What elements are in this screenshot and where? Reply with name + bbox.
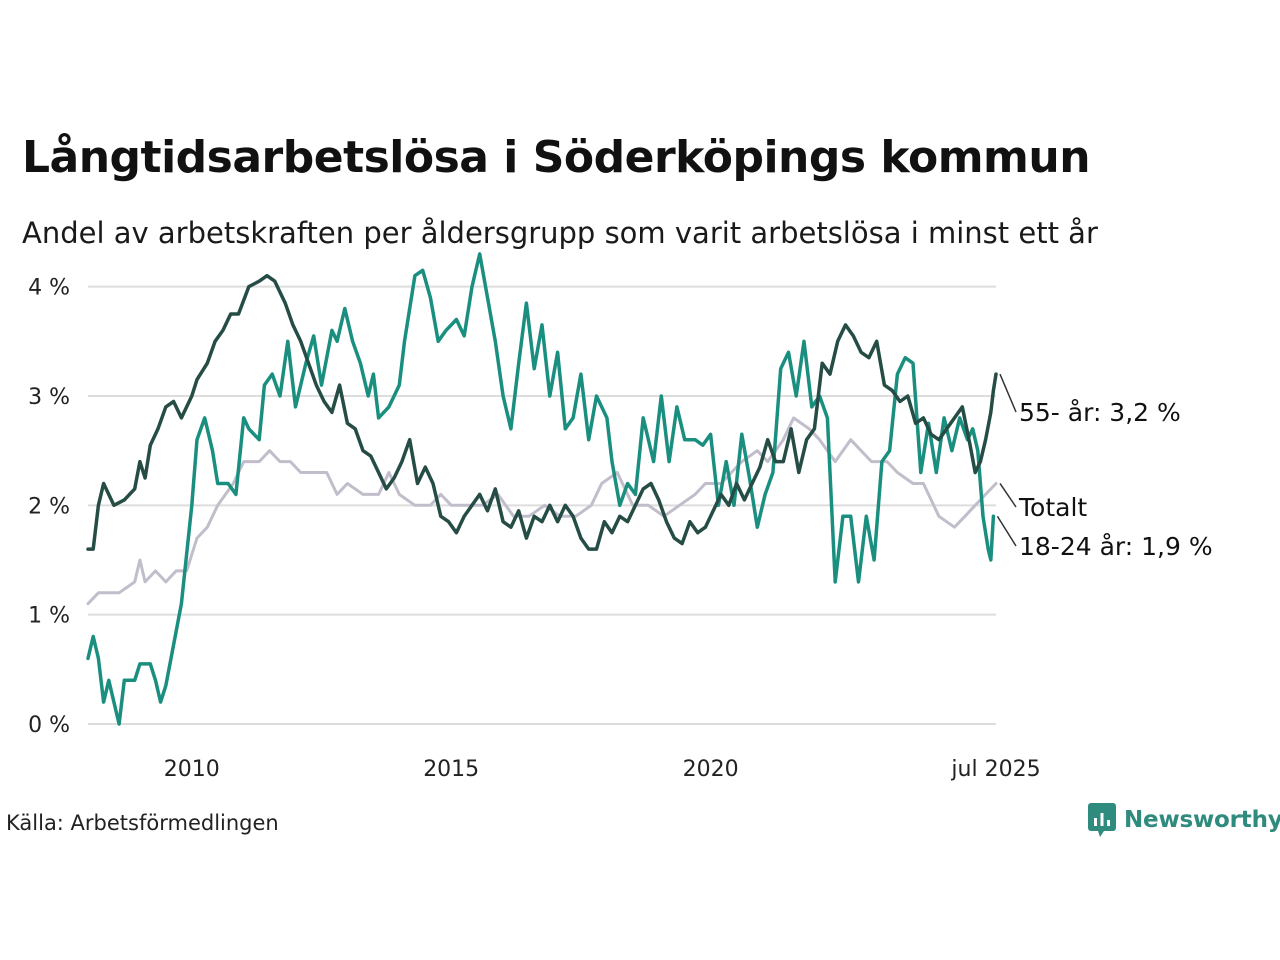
leader-line-s1824 [996, 515, 1017, 547]
chart-title: Långtidsarbetslösa i Söderköpings kommun [22, 132, 1091, 183]
y-tick-label: 1 % [28, 604, 70, 629]
series-end-label-total: Totalt [1018, 493, 1087, 522]
series-line-s55 [86, 273, 998, 551]
x-tick-label: 2020 [683, 757, 739, 782]
series-lines [86, 252, 998, 726]
y-tick-label: 0 % [28, 713, 70, 738]
y-tick-label: 2 % [28, 494, 70, 519]
series-end-label-s1824: 18-24 år: 1,9 % [1019, 532, 1213, 561]
x-tick-label: 2010 [164, 757, 220, 782]
newsworthy-logo: Newsworthy [1088, 803, 1280, 837]
newsworthy-logo-icon [1088, 803, 1116, 837]
y-axis: 0 % 1 % 2 % 3 % 4 % [28, 276, 70, 738]
y-tick-label: 4 % [28, 276, 70, 301]
logo-text: Newsworthy [1124, 807, 1280, 833]
x-axis: 2010 2015 2020 jul 2025 [164, 757, 1041, 782]
series-end-label-s55: 55- år: 3,2 % [1019, 398, 1181, 427]
x-tick-label: 2015 [423, 757, 479, 782]
series-line-s1824 [86, 252, 996, 726]
series-end-labels: Totalt 18-24 år: 1,9 % 55- år: 3,2 % [996, 373, 1213, 561]
y-tick-label: 3 % [28, 385, 70, 410]
x-tick-label: jul 2025 [950, 757, 1040, 782]
leader-line-s55 [999, 373, 1017, 413]
leader-line-total [999, 483, 1017, 508]
source-note: Källa: Arbetsförmedlingen [6, 811, 279, 835]
chart-subtitle: Andel av arbetskraften per åldersgrupp s… [22, 216, 1098, 250]
